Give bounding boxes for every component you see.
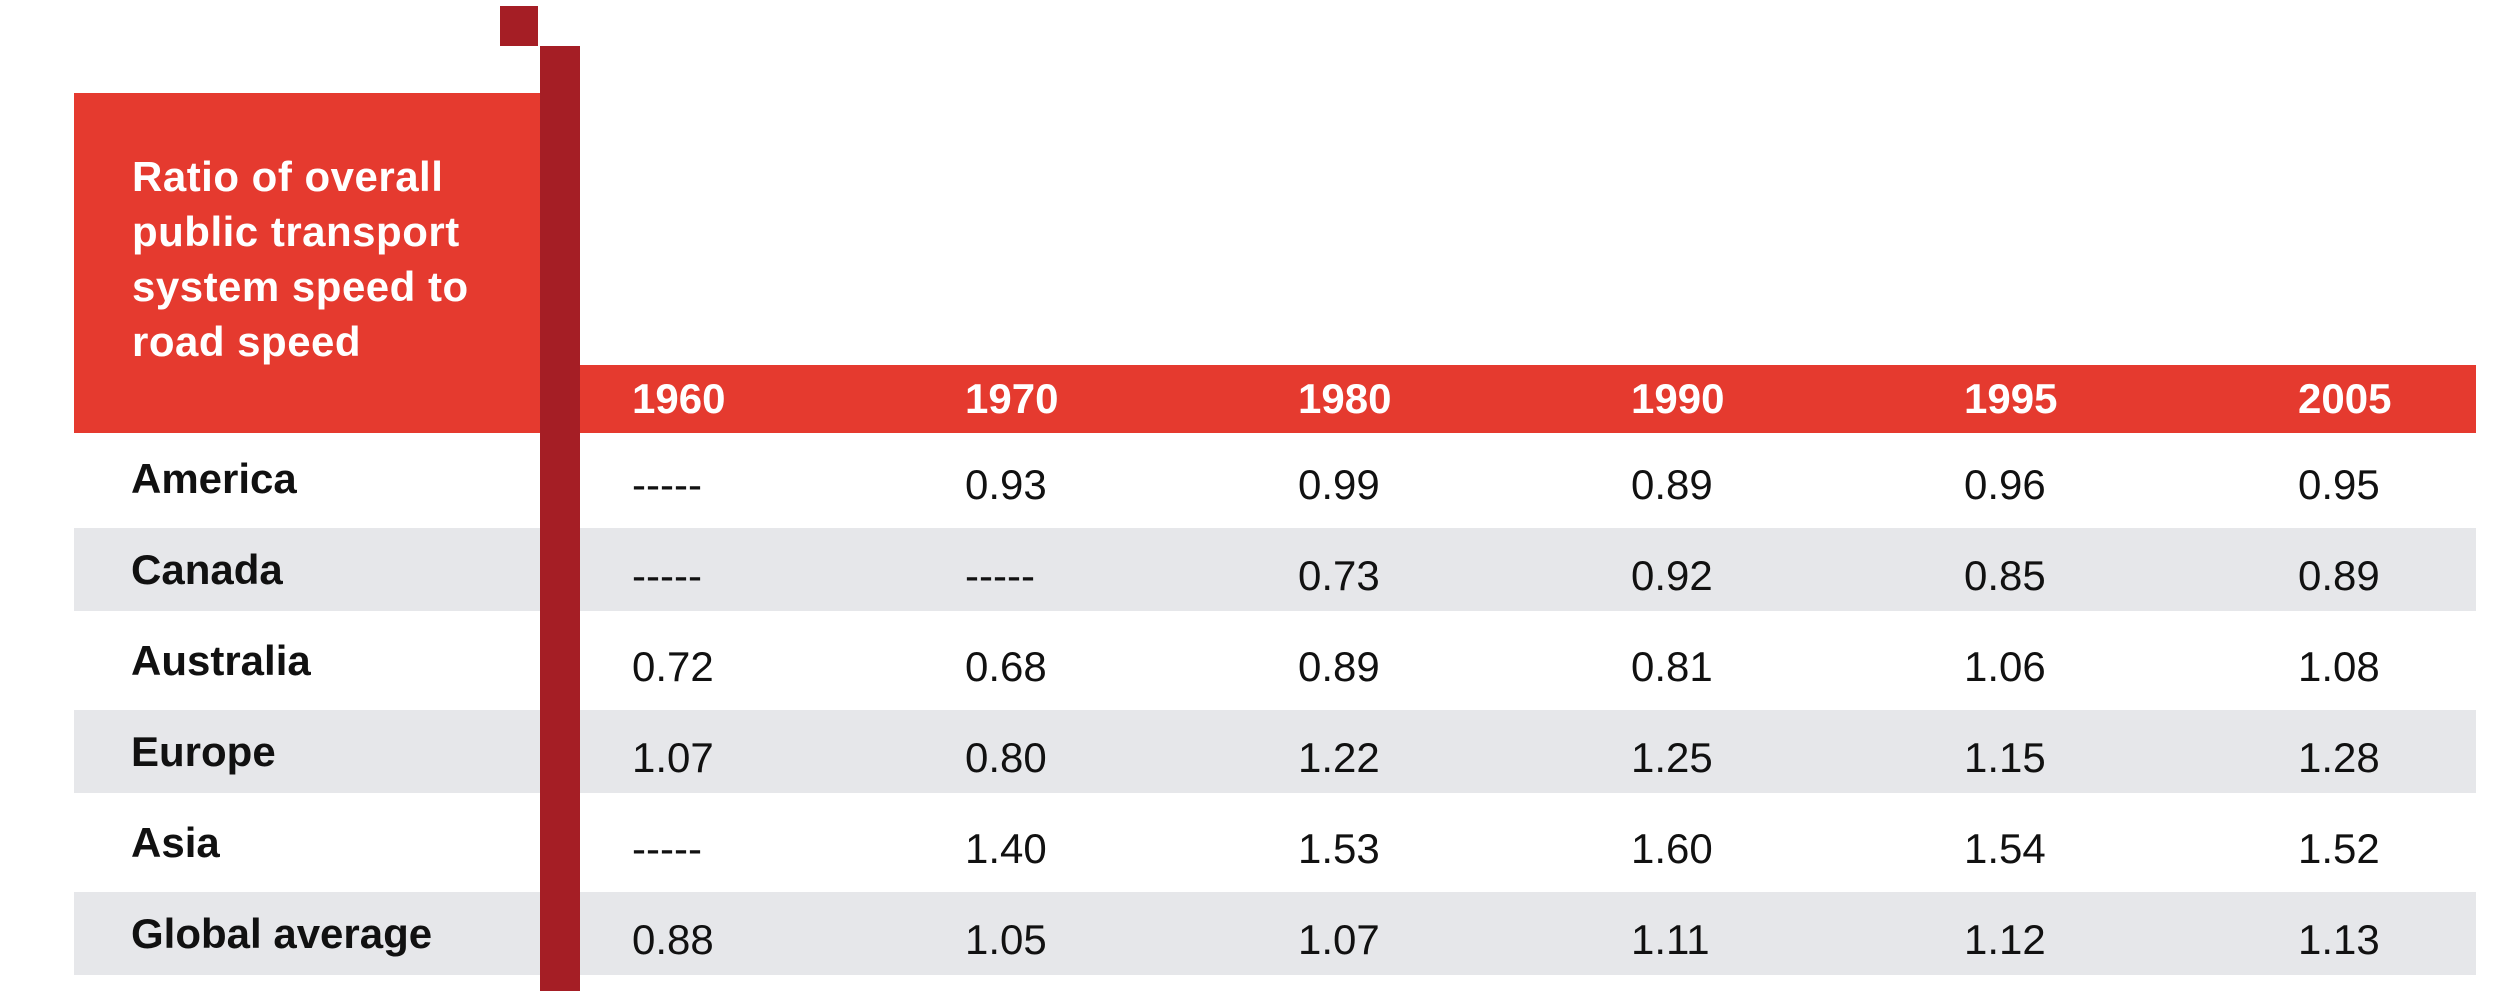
table-cell-value: 0.81: [1631, 643, 1713, 690]
table-cell-value: 1.25: [1631, 734, 1713, 781]
flag-cap-decoration: [500, 6, 538, 46]
table-cell-value: 1.53: [1298, 825, 1380, 872]
table-cell-value: 1.07: [632, 734, 714, 781]
table-cell-value: 0.96: [1964, 461, 2046, 508]
table-cell-value: 0.89: [1298, 643, 1380, 690]
row-label: Canada: [131, 546, 283, 593]
row-stripe: [74, 892, 2476, 975]
table-cell-value: 0.89: [2298, 552, 2380, 599]
row-label: Europe: [131, 728, 276, 775]
table-cell-value: 1.22: [1298, 734, 1380, 781]
table-cell-value: 0.92: [1631, 552, 1713, 599]
table-cell-value: 1.54: [1964, 825, 2046, 872]
table-cell-value: -----: [965, 552, 1035, 599]
table-cell-value: 0.80: [965, 734, 1047, 781]
table-cell-value: 1.12: [1964, 916, 2046, 963]
table-cell-value: 1.08: [2298, 643, 2380, 690]
row-label: Asia: [131, 819, 220, 866]
column-header-year: 1960: [632, 375, 726, 422]
table-cell-value: 1.40: [965, 825, 1047, 872]
row-label: America: [131, 455, 297, 502]
table-cell-value: -----: [632, 552, 702, 599]
table-cell-value: -----: [632, 825, 702, 872]
table-cell-value: 0.89: [1631, 461, 1713, 508]
flag-pole-decoration: [540, 46, 580, 991]
table-cell-value: 0.68: [965, 643, 1047, 690]
table-title: Ratio of overall public transport system…: [132, 153, 469, 365]
table-cell-value: 0.99: [1298, 461, 1380, 508]
year-header-band: [580, 365, 2476, 433]
table-cell-value: 1.13: [2298, 916, 2380, 963]
row-stripe: [74, 528, 2476, 611]
table-cell-value: 1.52: [2298, 825, 2380, 872]
row-label: Global average: [131, 910, 433, 957]
table-cell-value: 1.07: [1298, 916, 1380, 963]
table-cell-value: 1.60: [1631, 825, 1713, 872]
table-cell-value: 0.93: [965, 461, 1047, 508]
table-cell-value: 0.72: [632, 643, 714, 690]
row-label: Australia: [131, 637, 311, 684]
table-cell-value: 0.95: [2298, 461, 2380, 508]
column-header-year: 1990: [1631, 375, 1725, 422]
table-cell-value: 0.73: [1298, 552, 1380, 599]
column-header-year: 1995: [1964, 375, 2058, 422]
table-cell-value: 1.28: [2298, 734, 2380, 781]
table-cell-value: 1.15: [1964, 734, 2046, 781]
table-cell-value: -----: [632, 461, 702, 508]
table-title-box: Ratio of overall public transport system…: [74, 93, 540, 433]
table-cell-value: 1.11: [1631, 916, 1710, 963]
column-header-year: 2005: [2298, 375, 2392, 422]
column-header-year: 1970: [965, 375, 1059, 422]
table-cell-value: 0.88: [632, 916, 714, 963]
column-header-year: 1980: [1298, 375, 1392, 422]
table-cell-value: 1.05: [965, 916, 1047, 963]
table-cell-value: 0.85: [1964, 552, 2046, 599]
table-cell-value: 1.06: [1964, 643, 2046, 690]
row-stripe: [74, 710, 2476, 793]
